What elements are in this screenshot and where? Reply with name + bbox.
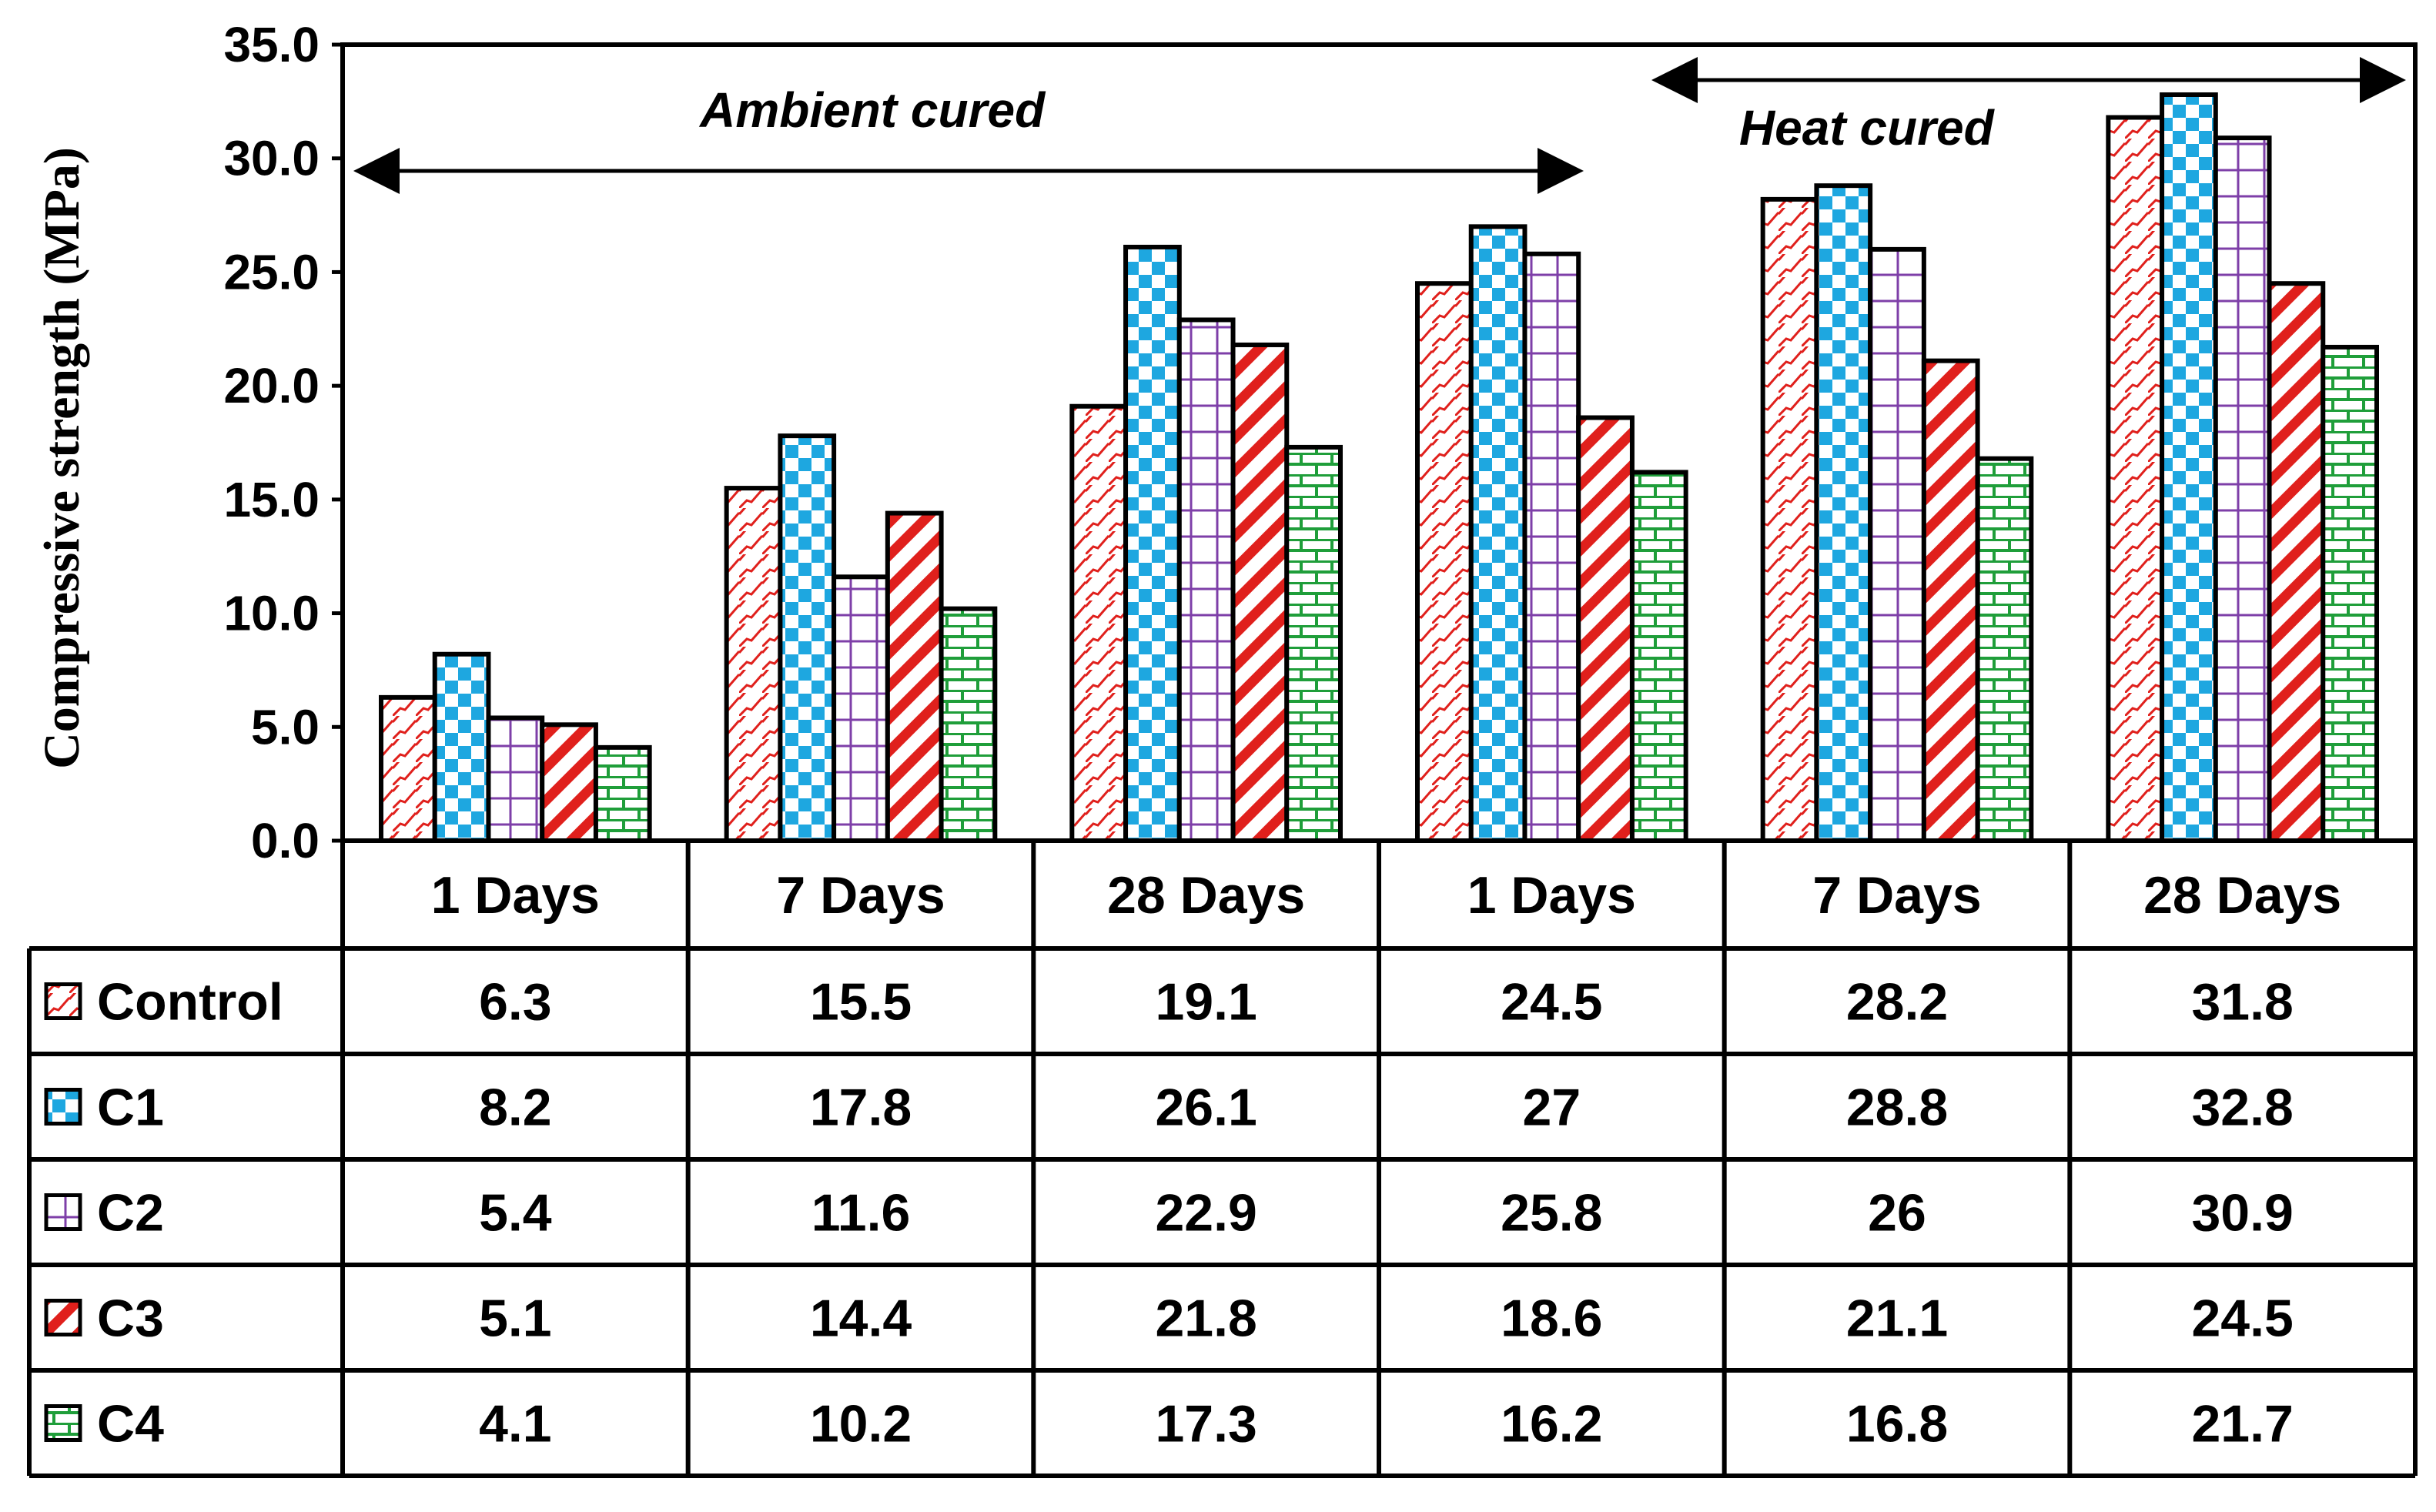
- bar-c3-2: [885, 510, 944, 844]
- data-label: 26: [1868, 1184, 1926, 1243]
- data-label: 28.2: [1846, 973, 1948, 1032]
- data-table: 1 Days 7 Days 28 Days 1 Days 7 Days 28 Days Co…: [27, 841, 2418, 1478]
- bar-c1-5: [1814, 183, 1873, 843]
- legend-key-control: [44, 982, 82, 1020]
- legend-label-c3: C3: [97, 1290, 164, 1348]
- data-label: 4.1: [479, 1395, 552, 1453]
- data-label: 19.1: [1155, 973, 1256, 1032]
- y-axis: 0.0 5.0 10.0 15.0 20.0 25.0 30.0 35.0 Compressiv…: [34, 17, 343, 868]
- y-tick-label: 30.0: [223, 131, 320, 186]
- data-label: 24.5: [2191, 1290, 2293, 1348]
- y-axis-title: Compressive strength (MPa): [34, 147, 90, 769]
- data-label: 17.8: [810, 1079, 912, 1137]
- bar-control-6: [2106, 115, 2165, 843]
- data-label: 16.2: [1501, 1395, 1602, 1453]
- data-label: 10.2: [810, 1395, 912, 1453]
- bar-c4-3: [1284, 444, 1343, 843]
- bar-control-3: [1069, 403, 1129, 843]
- bar-c3-3: [1230, 342, 1290, 844]
- data-label: 30.9: [2191, 1184, 2293, 1243]
- data-label: 26.1: [1155, 1079, 1256, 1137]
- data-label: 14.4: [810, 1290, 912, 1348]
- bar-control-5: [1760, 196, 1819, 843]
- bar-c3-6: [2267, 281, 2326, 843]
- y-tick-label: 5.0: [251, 699, 320, 754]
- bar-c4-6: [2321, 344, 2379, 844]
- data-label: 24.5: [1501, 973, 1602, 1032]
- bar-c4-2: [939, 606, 998, 843]
- y-tick-label: 15.0: [223, 472, 320, 527]
- legend-key-c4: [44, 1404, 82, 1442]
- data-label: 5.4: [479, 1184, 552, 1243]
- data-label: 27: [1523, 1079, 1581, 1137]
- plot-frame: [340, 42, 2418, 843]
- data-label: 15.5: [810, 973, 912, 1032]
- bar-c1-6: [2160, 92, 2218, 844]
- bar-c2-5: [1868, 246, 1926, 843]
- ambient-cured-label: Ambient cured: [698, 82, 1046, 138]
- bar-c4-1: [593, 744, 652, 843]
- legend-label-c4: C4: [97, 1395, 164, 1453]
- data-label: 21.1: [1846, 1290, 1948, 1348]
- bar-c2-2: [832, 574, 890, 843]
- data-label: 21.8: [1155, 1290, 1256, 1348]
- legend-label-control: Control: [97, 973, 283, 1032]
- bar-c1-3: [1123, 244, 1182, 843]
- plot-area-border: [340, 42, 2418, 843]
- category-label: 7 Days: [1812, 866, 1981, 925]
- data-label: 11.6: [811, 1184, 911, 1243]
- bar-c2-3: [1176, 317, 1236, 843]
- category-label: 1 Days: [431, 866, 600, 925]
- data-label: 22.9: [1155, 1184, 1256, 1243]
- bar-control-4: [1415, 281, 1474, 843]
- bar-control-2: [724, 486, 783, 843]
- data-label: 17.3: [1155, 1395, 1256, 1453]
- data-label: 5.1: [479, 1290, 552, 1348]
- bar-c2-1: [486, 715, 545, 843]
- y-tick-label: 35.0: [223, 17, 320, 72]
- y-tick-label: 25.0: [223, 244, 320, 299]
- data-label: 28.8: [1846, 1079, 1948, 1137]
- bar-c1-1: [432, 651, 491, 844]
- bar-control-1: [379, 694, 437, 843]
- category-label: 7 Days: [776, 866, 945, 925]
- legend-label-c2: C2: [97, 1184, 164, 1243]
- category-label: 28 Days: [2143, 866, 2341, 925]
- bars: [379, 92, 2379, 844]
- heat-cured-label: Heat cured: [1739, 100, 1996, 156]
- bar-c1-4: [1468, 224, 1528, 844]
- data-label: 18.6: [1501, 1290, 1602, 1348]
- y-tick-label: 10.0: [223, 586, 320, 641]
- y-tick-label: 0.0: [251, 813, 320, 868]
- data-label: 16.8: [1846, 1395, 1948, 1453]
- bar-c3-5: [1921, 358, 1980, 844]
- data-label: 25.8: [1501, 1184, 1602, 1243]
- data-label: 6.3: [479, 973, 552, 1032]
- data-label: 21.7: [2191, 1395, 2293, 1453]
- category-label: 28 Days: [1107, 866, 1305, 925]
- annotations: Ambient cured Heat cured: [353, 57, 2406, 194]
- y-tick-label: 20.0: [223, 358, 320, 413]
- legend-key-c3: [44, 1299, 82, 1336]
- bar-c1-2: [778, 433, 837, 843]
- data-label: 31.8: [2191, 973, 2293, 1032]
- bar-c3-4: [1576, 415, 1635, 843]
- data-label: 8.2: [479, 1079, 552, 1137]
- data-label: 32.8: [2191, 1079, 2293, 1137]
- bar-c2-4: [1522, 251, 1581, 843]
- bar-c3-1: [540, 722, 598, 843]
- bar-c4-4: [1629, 470, 1688, 843]
- category-label: 1 Days: [1467, 866, 1636, 925]
- legend-key-c1: [44, 1088, 82, 1126]
- bar-c2-6: [2213, 135, 2272, 843]
- legend-label-c1: C1: [97, 1079, 164, 1137]
- bar-c4-5: [1975, 456, 2034, 843]
- legend-key-c2: [44, 1193, 82, 1231]
